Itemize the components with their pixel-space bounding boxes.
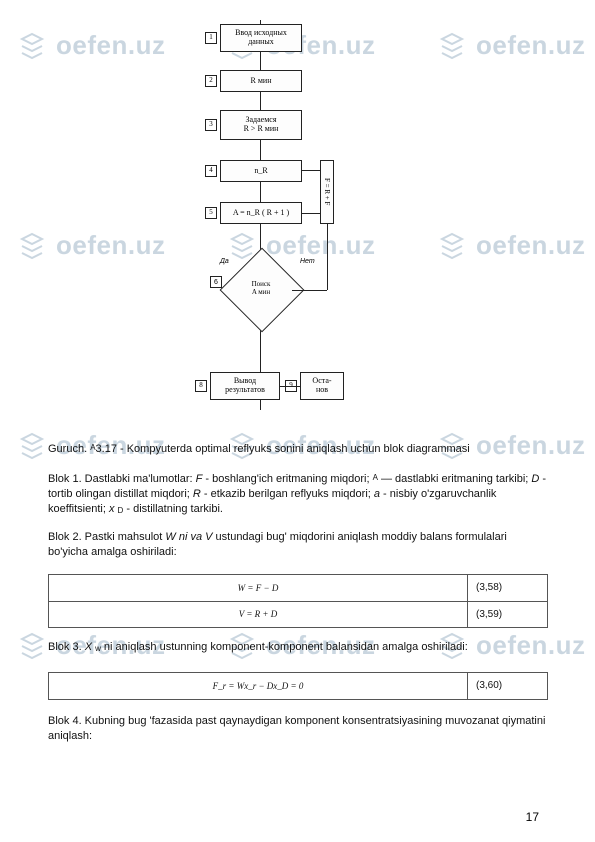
fc-box-8: 8 Вывод результатов [210, 372, 280, 400]
fc-box-label: Задаемся R > R мин [244, 116, 279, 134]
fc-box-label: A = n_R ( R + 1 ) [233, 209, 289, 218]
para-blok3: Blok 3. X w ni aniqlash ustunning kompon… [48, 640, 548, 664]
fc-branch-yes: Да [220, 258, 229, 265]
fc-box-4: 4 n_R [220, 160, 302, 182]
eq-formula: W = F − D [49, 575, 468, 602]
flowchart: 1 Ввод исходных данных 2 R мин 3 Задаемс… [180, 10, 440, 430]
fc-box-num: 6 [210, 276, 222, 288]
fc-box-num: 3 [205, 119, 217, 131]
fc-box-label: F = R + F [323, 178, 331, 205]
fc-decision-label: Поиск A мин [226, 280, 296, 296]
fc-box-label: R мин [251, 77, 272, 86]
eq-number: (3,59) [468, 601, 548, 628]
fc-box-num: 5 [205, 207, 217, 219]
equation-table-1: W = F − D (3,58) V = R + D (3,59) [48, 570, 548, 638]
page-number: 17 [526, 810, 539, 824]
fc-box-3: 3 Задаемся R > R мин [220, 110, 302, 140]
fc-box-2: 2 R мин [220, 70, 302, 92]
fc-box-num: 4 [205, 165, 217, 177]
fc-box-9: 9 Оста- нов [300, 372, 344, 400]
fc-box-label: Оста- нов [312, 377, 331, 395]
para-blok1: Blok 1. Dastlabki ma'lumotlar: F - boshl… [48, 472, 548, 526]
table-row: V = R + D (3,59) [49, 601, 548, 628]
fc-box-7: F = R + F [320, 160, 334, 224]
para-blok4: Blok 4. Kubning bug 'fazasida past qayna… [48, 714, 548, 753]
para-blok2: Blok 2. Pastki mahsulot W ni va V ustund… [48, 530, 548, 569]
fc-branch-no: Нет [300, 258, 315, 265]
table-row: W = F − D (3,58) [49, 575, 548, 602]
page-content: 1 Ввод исходных данных 2 R мин 3 Задаемс… [0, 0, 595, 842]
fc-box-num: 2 [205, 75, 217, 87]
table-row: F_r = Wx_r − Dx_D = 0 (3,60) [49, 673, 548, 700]
fc-box-1: 1 Ввод исходных данных [220, 24, 302, 52]
fc-box-label: Вывод результатов [225, 377, 265, 395]
eq-formula: F_r = Wx_r − Dx_D = 0 [49, 673, 468, 700]
eq-number: (3,60) [468, 673, 548, 700]
eq-number: (3,58) [468, 575, 548, 602]
equation-table-2: F_r = Wx_r − Dx_D = 0 (3,60) [48, 668, 548, 710]
fc-box-num: 1 [205, 32, 217, 44]
fc-box-label: n_R [254, 167, 267, 176]
figure-caption: Guruch. A3.17 - Kompyuterda optimal refl… [48, 442, 548, 466]
fc-box-label: Ввод исходных данных [223, 29, 299, 47]
eq-formula: V = R + D [49, 601, 468, 628]
fc-box-5: 5 A = n_R ( R + 1 ) [220, 202, 302, 224]
fc-box-num: 8 [195, 380, 207, 392]
